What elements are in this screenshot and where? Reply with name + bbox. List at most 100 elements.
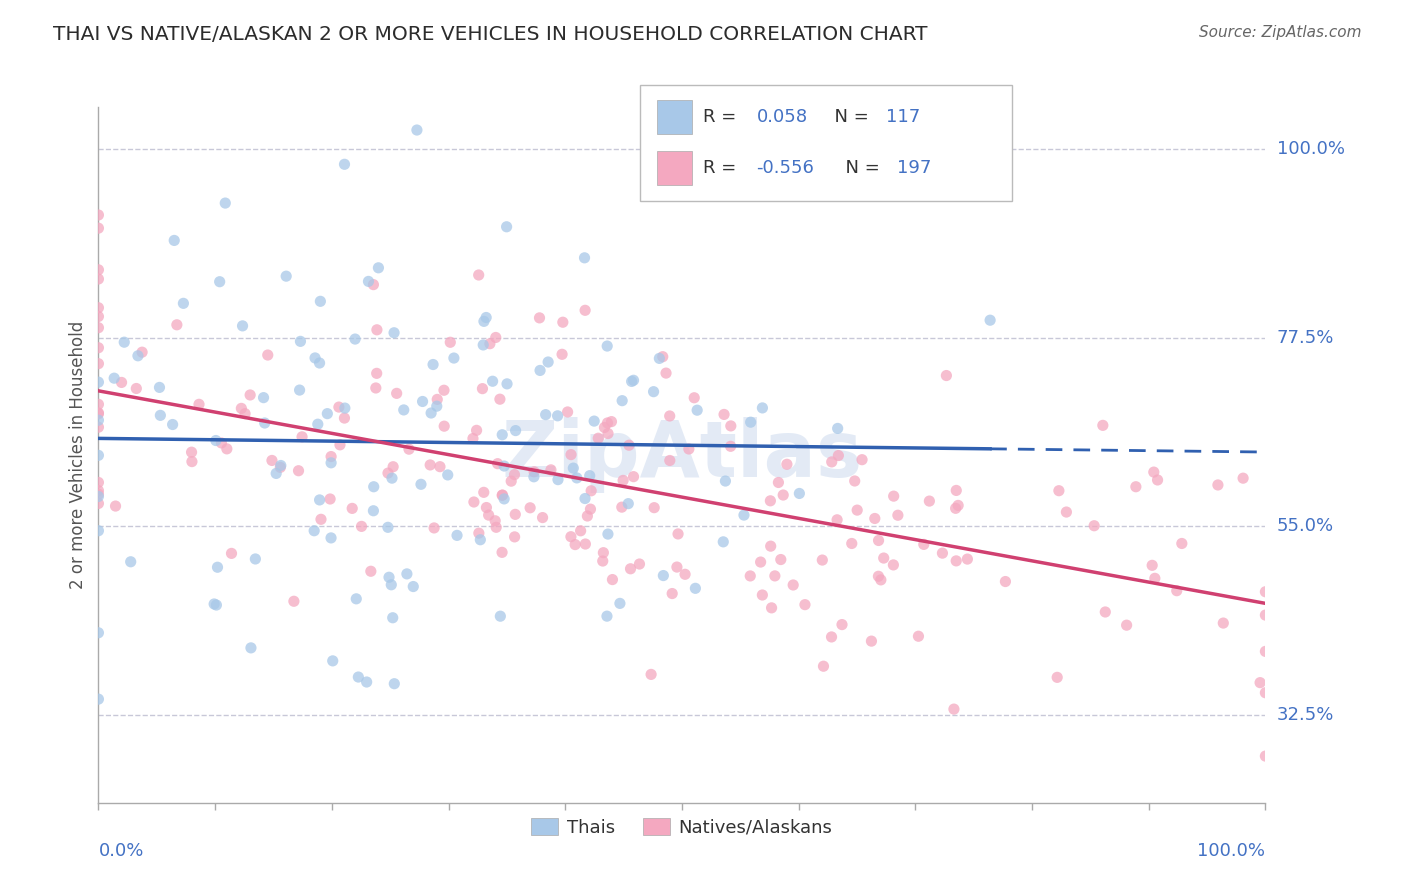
Point — [233, 407, 256, 421]
Point — [342, 501, 364, 516]
Point — [609, 596, 631, 610]
Point — [945, 554, 967, 568]
Point — [205, 434, 228, 448]
Point — [1254, 749, 1277, 764]
Point — [491, 488, 513, 502]
Point — [1143, 571, 1166, 585]
Point — [461, 432, 484, 446]
Point — [720, 439, 742, 453]
Point — [381, 611, 404, 625]
Point — [202, 597, 225, 611]
Point — [87, 490, 110, 504]
Point — [357, 274, 380, 288]
Point — [472, 485, 495, 500]
Point — [617, 438, 640, 452]
Point — [537, 355, 560, 369]
Point — [945, 483, 967, 498]
Point — [406, 123, 429, 137]
Point — [713, 408, 735, 422]
Point — [344, 332, 367, 346]
Point — [1254, 584, 1277, 599]
Point — [329, 438, 352, 452]
Point — [501, 474, 523, 488]
Point — [232, 318, 254, 333]
Point — [87, 301, 110, 315]
Point — [163, 234, 186, 248]
Point — [623, 469, 645, 483]
Point — [245, 552, 267, 566]
Point — [252, 391, 274, 405]
Point — [87, 341, 110, 355]
Point — [172, 296, 194, 310]
Point — [468, 526, 491, 541]
Point — [564, 538, 586, 552]
Point — [316, 407, 339, 421]
Point — [772, 488, 794, 502]
Point — [495, 219, 517, 234]
Point — [446, 528, 468, 542]
Point — [209, 436, 232, 450]
Point — [283, 594, 305, 608]
Point — [350, 519, 373, 533]
Point — [592, 554, 614, 568]
Point — [398, 442, 420, 457]
Point — [87, 487, 110, 501]
Point — [503, 508, 526, 522]
Text: ZipAtlas: ZipAtlas — [502, 417, 862, 493]
Point — [569, 524, 592, 538]
Point — [560, 530, 582, 544]
Point — [87, 407, 110, 421]
Point — [763, 569, 786, 583]
Point — [578, 468, 600, 483]
Text: THAI VS NATIVE/ALASKAN 2 OR MORE VEHICLES IN HOUSEHOLD CORRELATION CHART: THAI VS NATIVE/ALASKAN 2 OR MORE VEHICLE… — [53, 25, 928, 44]
Point — [291, 430, 314, 444]
Point — [821, 455, 844, 469]
Text: 197: 197 — [897, 160, 931, 178]
Point — [87, 357, 110, 371]
Point — [531, 510, 554, 524]
Point — [87, 406, 110, 420]
Point — [395, 566, 418, 581]
Point — [239, 388, 262, 402]
Point — [789, 486, 811, 500]
Point — [665, 560, 688, 574]
Point — [860, 634, 883, 648]
Point — [994, 574, 1017, 589]
Point — [547, 473, 569, 487]
Point — [935, 368, 957, 383]
Point — [596, 527, 619, 541]
Point — [377, 466, 399, 480]
Text: N =: N = — [823, 108, 875, 126]
Point — [253, 416, 276, 430]
Point — [120, 555, 142, 569]
Point — [87, 221, 110, 235]
Text: 100.0%: 100.0% — [1198, 842, 1265, 860]
Point — [945, 501, 967, 516]
Point — [655, 366, 678, 380]
Point — [956, 552, 979, 566]
Point — [87, 397, 110, 411]
Point — [794, 598, 817, 612]
Point — [360, 564, 382, 578]
Point — [308, 356, 330, 370]
Point — [1115, 618, 1137, 632]
Point — [208, 275, 231, 289]
Point — [942, 702, 965, 716]
Point — [612, 474, 634, 488]
Point — [1254, 608, 1277, 623]
Point — [887, 508, 910, 523]
Text: 117: 117 — [886, 108, 920, 126]
Point — [979, 313, 1001, 327]
Point — [471, 382, 494, 396]
Point — [612, 393, 634, 408]
Point — [1140, 558, 1163, 573]
Point — [827, 421, 849, 435]
Point — [333, 411, 356, 425]
Point — [377, 520, 399, 534]
Point — [1083, 518, 1105, 533]
Point — [661, 586, 683, 600]
Point — [103, 371, 125, 385]
Point — [87, 692, 110, 706]
Point — [761, 600, 783, 615]
Point — [87, 208, 110, 222]
